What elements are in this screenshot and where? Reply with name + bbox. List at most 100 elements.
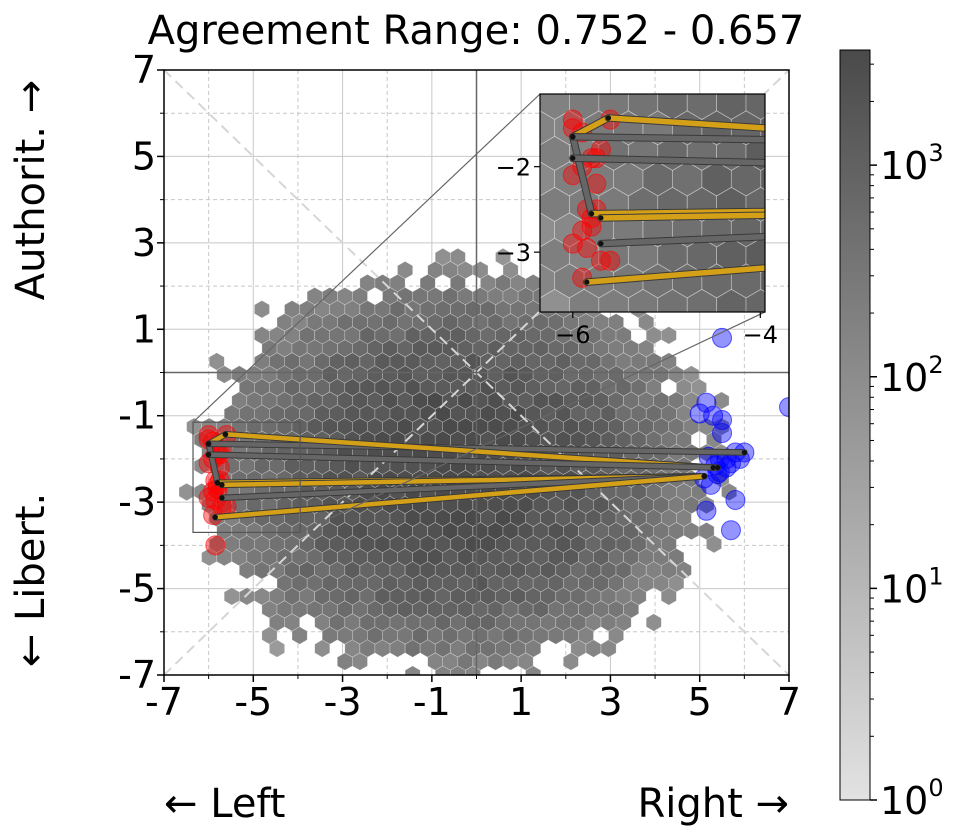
hexbin-cell <box>660 587 677 606</box>
inset-connection-lines <box>569 114 765 286</box>
connection-endpoint <box>584 279 590 285</box>
y-tick-label: 1 <box>132 307 156 351</box>
y-tick-label: 3 <box>132 221 156 265</box>
connection-endpoint <box>701 473 707 479</box>
y-tick-label: -1 <box>118 394 156 438</box>
ylabel-top: Authorit. → <box>8 80 54 300</box>
x-tick-label: 1 <box>509 680 533 724</box>
colorbar-tick-label: 101 <box>880 562 944 611</box>
inset-hexbin-cell <box>598 288 629 312</box>
x-tick-label: 3 <box>598 680 622 724</box>
ylabel-bottom: ← Libert. <box>8 493 54 667</box>
xlabel-right: Right → <box>637 781 789 827</box>
blue-point <box>696 500 717 521</box>
inset-red-point <box>600 250 621 271</box>
hexbin-cell <box>645 613 662 632</box>
inset-hexbin-cell <box>657 288 688 312</box>
connection-endpoint <box>605 115 612 121</box>
connection-endpoint <box>714 464 721 471</box>
x-tick-label: 7 <box>777 680 801 724</box>
connection-endpoint <box>570 155 576 161</box>
x-tick-label: -3 <box>324 680 362 724</box>
blue-point <box>725 489 746 510</box>
hexbin-cell <box>284 613 301 632</box>
connection-endpoint <box>570 134 576 140</box>
inset-red-point <box>572 220 593 241</box>
inset-x-tick-label: −6 <box>555 321 590 349</box>
connection-line <box>570 133 595 217</box>
inset-hexbin-cell <box>540 288 570 312</box>
connection-endpoint <box>588 211 595 217</box>
inset-hexbin-cell <box>716 288 747 312</box>
hexbin-cell <box>525 665 542 675</box>
hexbin-cell <box>419 274 436 293</box>
hexbin-cell <box>404 665 421 675</box>
inset-axis-ticks: −6 −4 −2 −3 <box>496 154 778 349</box>
y-tick-label: -7 <box>118 653 156 697</box>
colorbar-tick-label: 102 <box>880 351 944 400</box>
y-tick-label: 7 <box>132 48 156 92</box>
hexbin-cell <box>562 652 579 671</box>
colorbar-gradient <box>839 49 871 801</box>
hexbin-cell <box>615 326 632 345</box>
inset-plot: −6 −4 −2 −3 <box>496 93 778 349</box>
colorbar-tick-label: 103 <box>880 139 944 188</box>
blue-point <box>712 423 733 443</box>
connection-line <box>206 441 220 485</box>
blue-point <box>720 520 741 541</box>
axis-ticks: -7 -5 -3 -1 1 3 5 7 -7 -5 -3 -1 1 3 5 7 <box>118 48 801 724</box>
colorbar: 100 101 102 103 <box>839 49 944 823</box>
inset-hexbin-cell <box>745 288 765 312</box>
hexbin-cell <box>314 639 331 658</box>
inset-hexbin <box>540 94 765 312</box>
zoom-connector <box>299 311 766 533</box>
connection-line <box>206 452 720 470</box>
inset-hexbin-cell <box>686 288 718 312</box>
hexbin-cell <box>269 639 285 658</box>
reference-lines <box>164 70 789 675</box>
inset-y-tick-label: −3 <box>496 239 531 267</box>
connection-endpoint <box>206 441 212 447</box>
connection-endpoint <box>206 452 212 458</box>
hexbin-cell <box>449 665 466 675</box>
blue-point <box>696 392 717 413</box>
red-point <box>205 535 226 556</box>
inset-hexbin-cell <box>569 288 600 312</box>
hexbin-cell <box>706 535 722 554</box>
hexbin-cell <box>615 613 632 632</box>
connection-endpoint <box>219 495 225 501</box>
blue-point <box>712 327 733 348</box>
y-tick-label: -3 <box>118 480 156 524</box>
hexbin-cell <box>721 482 738 502</box>
hexbin-cell <box>291 626 308 645</box>
connection-line <box>570 133 765 143</box>
inset-hexbin-cell <box>627 288 659 312</box>
xlabel-left: ← Left <box>164 781 285 827</box>
blue-point <box>689 403 710 424</box>
hexbin-cell <box>351 652 368 671</box>
inset-y-tick-label: −2 <box>496 154 531 182</box>
hexbin-cell <box>706 430 722 449</box>
blue-point <box>779 397 789 418</box>
x-tick-label: -7 <box>145 680 183 724</box>
connection-endpoint <box>710 464 716 471</box>
hexbin-cell <box>660 535 677 554</box>
hexbin-cell <box>713 391 730 410</box>
connection-endpoint <box>598 215 604 221</box>
connection-endpoint <box>598 241 604 247</box>
hexbin-cell <box>434 665 451 675</box>
hexbin-density <box>178 247 738 675</box>
colorbar-ticks: 100 101 102 103 <box>870 63 944 823</box>
hexbin-cell <box>525 639 542 658</box>
x-tick-label: -1 <box>413 680 451 724</box>
hexbin-cell <box>600 639 617 658</box>
connection-line <box>223 432 716 470</box>
connection-endpoint <box>223 431 229 437</box>
hexbin-cell <box>698 495 715 515</box>
red-point <box>203 481 224 502</box>
zoom-rectangle <box>192 421 301 533</box>
chart-title: Agreement Range: 0.752 - 0.657 <box>148 8 805 54</box>
connection-line <box>213 473 707 520</box>
hexbin-cell <box>660 326 677 345</box>
